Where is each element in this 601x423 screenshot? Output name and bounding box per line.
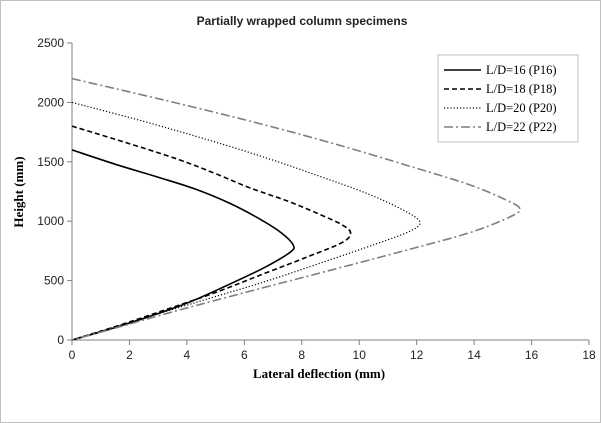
y-tick-label: 2500 (37, 36, 64, 50)
y-tick-label: 2000 (37, 95, 64, 109)
x-tick-label: 2 (126, 348, 133, 362)
x-tick-label: 8 (298, 348, 305, 362)
axes: 0 500 1000 1500 2000 2500 0 2 4 6 8 10 12 14 16 18 (37, 36, 596, 362)
x-tick-label: 0 (69, 348, 76, 362)
legend-label-4: L/D=22 (P22) (486, 120, 557, 134)
legend: L/D=16 (P16) L/D=18 (P18) L/D=20 (P20) L/D=… (437, 54, 579, 143)
y-axis-label: Height (mm) (11, 156, 26, 227)
x-tick-label: 14 (467, 348, 481, 362)
x-tick-label: 6 (241, 348, 248, 362)
x-tick-label: 4 (184, 348, 191, 362)
x-tick-label: 12 (410, 348, 424, 362)
series-1-line (71, 149, 295, 341)
y-tick-label: 500 (44, 274, 64, 288)
y-tick-label: 1500 (37, 155, 64, 169)
x-tick-label: 16 (525, 348, 539, 362)
series-layer (71, 77, 521, 341)
x-tick-label: 10 (353, 348, 367, 362)
series-3-line (71, 101, 421, 341)
legend-label-1: L/D=16 (P16) (486, 63, 557, 77)
series-4-line (71, 77, 521, 341)
chart-title: Partially wrapped column specimens (197, 14, 408, 28)
legend-label-2: L/D=18 (P18) (486, 82, 557, 96)
y-tick-label: 1000 (37, 214, 64, 228)
legend-label-3: L/D=20 (P20) (486, 101, 557, 115)
x-tick-label: 18 (582, 348, 596, 362)
y-tick-label: 0 (57, 333, 64, 347)
x-axis-label: Lateral deflection (mm) (253, 366, 385, 381)
series-2-line (71, 125, 352, 341)
